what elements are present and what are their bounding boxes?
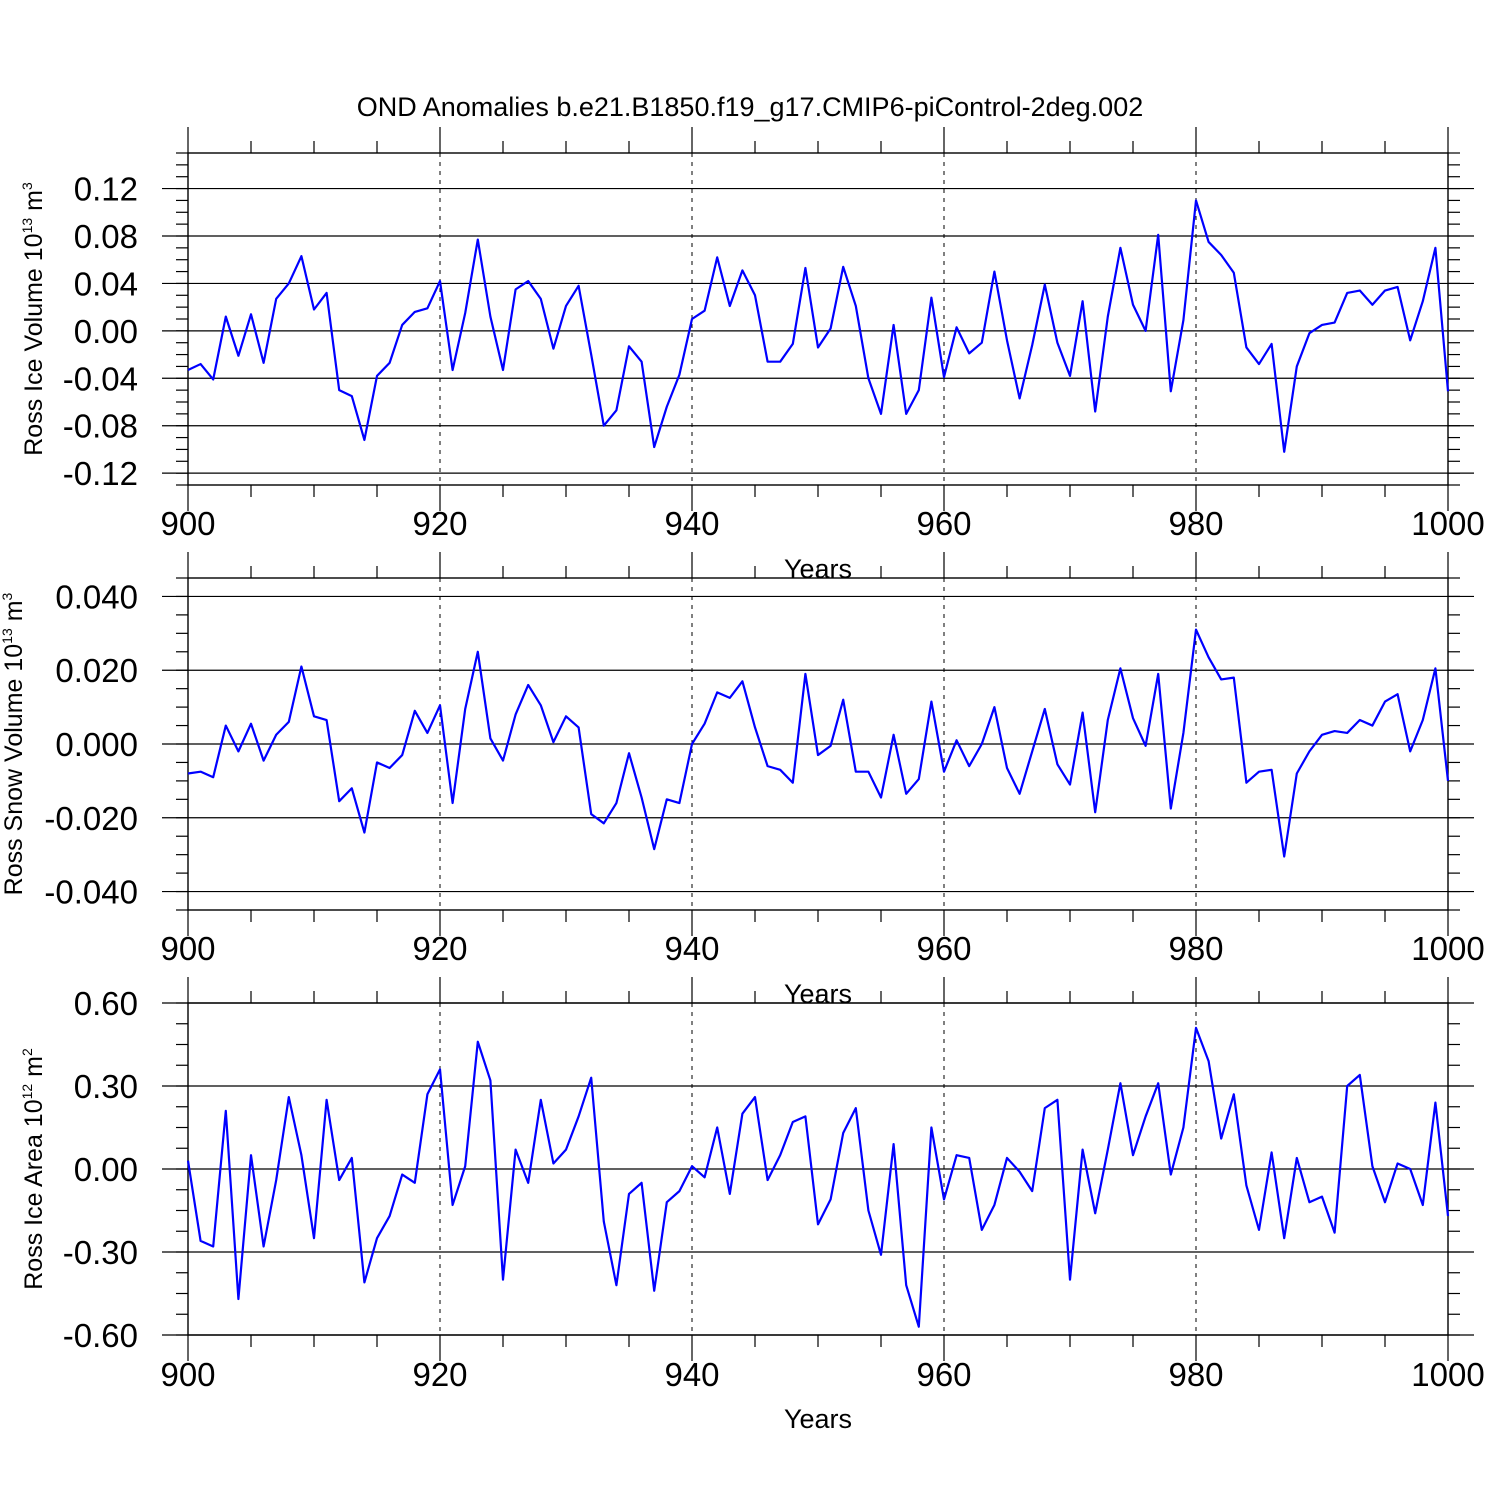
- y-tick-label: -0.12: [63, 455, 138, 492]
- y-axis-title: Ross Ice Area 1012 m2: [19, 1048, 48, 1290]
- plot-frame: [187, 152, 1449, 486]
- y-axis-title-part: Ross Ice Volume 10: [20, 233, 48, 455]
- panels: 900 920 940 960 980 1000 -0.12 -0.08 -0.04 0.00 0.…: [0, 127, 1485, 1434]
- x-tick-label: 1000: [1411, 1356, 1484, 1393]
- y-axis-title-superscript: 13: [0, 628, 15, 644]
- x-tick-label: 900: [160, 505, 215, 542]
- x-tick-label: 940: [664, 930, 719, 967]
- x-tick-label: 1000: [1411, 505, 1484, 542]
- x-tick-label: 960: [916, 1356, 971, 1393]
- x-tick-label: 920: [412, 505, 467, 542]
- y-tick-label: 0.04: [74, 265, 138, 302]
- chart-title: OND Anomalies b.e21.B1850.f19_g17.CMIP6-…: [357, 92, 1143, 122]
- y-axis-title-superscript: 13: [19, 218, 35, 234]
- y-axis-title-part: m: [20, 1056, 48, 1084]
- panel-2: 900 920 940 960 980 1000 -0.040 -0.020 0.000 0.02…: [0, 552, 1485, 1009]
- x-tick-label: 940: [664, 505, 719, 542]
- y-tick-label: -0.04: [63, 360, 138, 397]
- y-axis-title-superscript: 2: [19, 1048, 35, 1056]
- panel-1: 900 920 940 960 980 1000 -0.12 -0.08 -0.04 0.00 0.…: [19, 127, 1485, 584]
- y-axis-title-superscript: 3: [19, 182, 35, 190]
- y-tick-label: 0.020: [55, 652, 138, 689]
- y-axis-title: Ross Ice Volume 1013 m3: [19, 182, 48, 456]
- y-tick-label: -0.020: [44, 800, 138, 837]
- series-line: [186, 1026, 1450, 1328]
- y-tick-label: 0.000: [55, 726, 138, 763]
- x-tick-label: 980: [1168, 505, 1223, 542]
- x-tick-label: 980: [1168, 930, 1223, 967]
- y-tick-label: 0.08: [74, 218, 138, 255]
- x-axis-title: Years: [784, 1404, 852, 1434]
- y-tick-label: 0.60: [74, 985, 138, 1022]
- y-tick-label: 0.12: [74, 171, 138, 208]
- y-axis-title-part: Ross Ice Area 10: [20, 1099, 48, 1289]
- series-line: [187, 199, 1450, 453]
- x-tick-label: 900: [160, 930, 215, 967]
- x-tick-label: 940: [664, 1356, 719, 1393]
- y-axis-title-part: Ross Snow Volume 10: [0, 644, 28, 896]
- y-axis-title-part: m: [0, 600, 28, 628]
- y-tick-label: 0.30: [74, 1068, 138, 1105]
- x-tick-label: 920: [412, 930, 467, 967]
- y-axis-title-superscript: 3: [0, 592, 15, 600]
- y-axis-title: Ross Snow Volume 1013 m3: [0, 592, 28, 895]
- y-axis-title-superscript: 12: [19, 1084, 35, 1100]
- x-tick-label: 920: [412, 1356, 467, 1393]
- y-axis-title-part: m: [20, 190, 48, 218]
- y-tick-label: -0.040: [44, 874, 138, 911]
- x-tick-label: 900: [160, 1356, 215, 1393]
- x-tick-label: 960: [916, 505, 971, 542]
- y-tick-label: 0.00: [74, 313, 138, 350]
- y-tick-label: 0.00: [74, 1151, 138, 1188]
- x-tick-label: 1000: [1411, 930, 1484, 967]
- x-tick-label: 960: [916, 930, 971, 967]
- y-tick-label: -0.60: [63, 1317, 138, 1354]
- panel-3: 900 920 940 960 980 1000 -0.60 -0.30 0.00 0.30 0.6…: [19, 977, 1485, 1434]
- y-tick-label: -0.30: [63, 1234, 138, 1271]
- series-line: [187, 628, 1450, 858]
- x-tick-label: 980: [1168, 1356, 1223, 1393]
- y-tick-label: 0.040: [55, 578, 138, 615]
- y-tick-label: -0.08: [63, 408, 138, 445]
